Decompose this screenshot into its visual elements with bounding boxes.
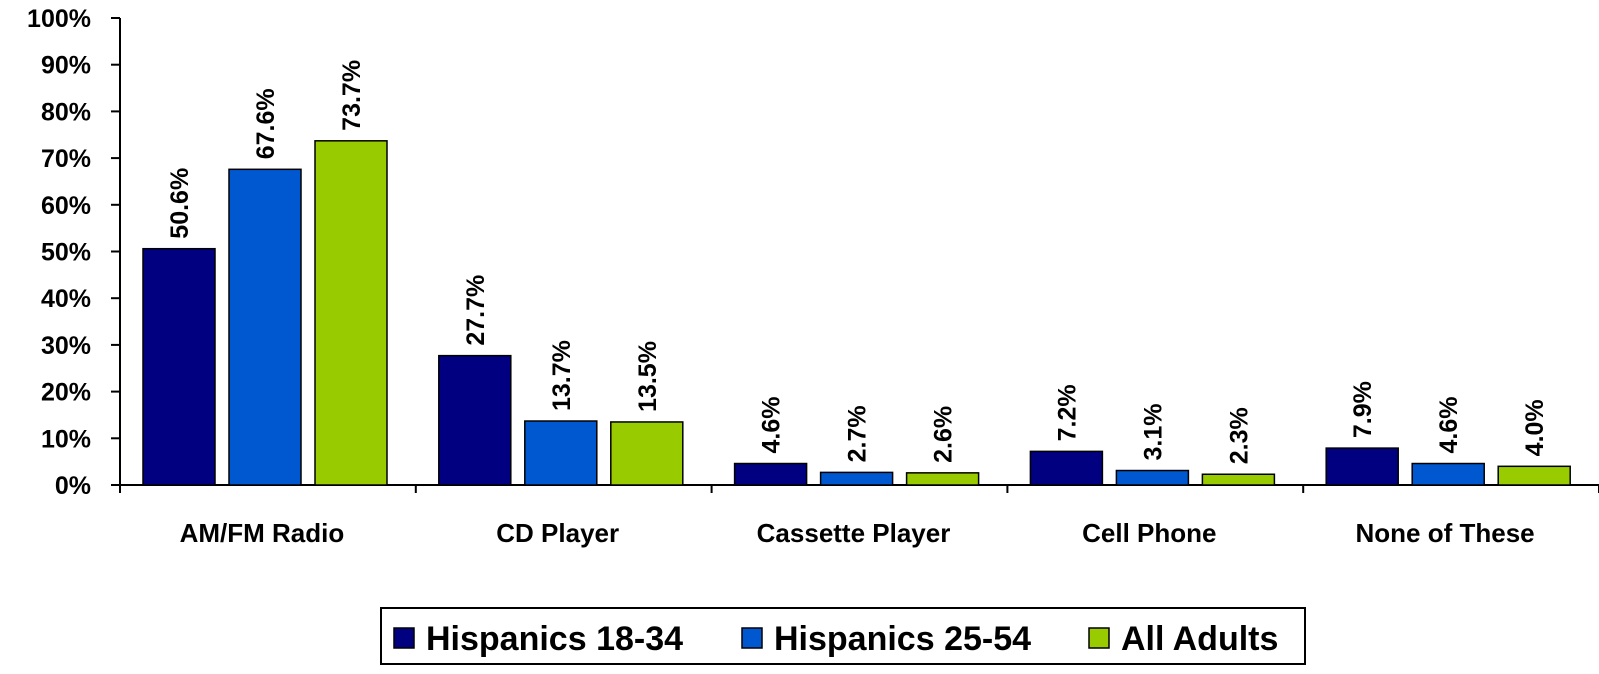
bar [314, 140, 388, 486]
y-tick-label: 30% [41, 332, 91, 360]
y-tick-label: 100% [27, 5, 91, 33]
bar [1411, 462, 1485, 486]
chart-legend: Hispanics 18-34 Hispanics 25-54 All Adults [380, 607, 1306, 665]
data-label: 4.6% [1435, 397, 1463, 454]
data-label: 67.6% [252, 88, 280, 159]
legend-swatch [741, 627, 763, 649]
legend-swatch [1088, 627, 1110, 649]
category-label: CD Player [496, 518, 619, 548]
bar [819, 471, 894, 486]
y-tick-label: 80% [41, 98, 91, 126]
legend-label: Hispanics 25-54 [774, 620, 1031, 658]
bar [228, 168, 302, 486]
data-label: 7.9% [1349, 381, 1377, 438]
data-label: 3.1% [1139, 404, 1167, 461]
data-label: 4.6% [758, 397, 786, 454]
y-tick-label: 90% [41, 52, 91, 80]
legend-label: All Adults [1121, 620, 1278, 658]
category-label: Cassette Player [757, 518, 951, 548]
data-label: 13.7% [548, 340, 576, 411]
chart-category-labels: AM/FM Radio CD Player Cassette Player Cell … [180, 518, 1535, 548]
data-label: 27.7% [462, 275, 490, 346]
y-tick-label: 20% [41, 379, 91, 407]
bar [1497, 465, 1571, 486]
legend-label: Hispanics 18-34 [426, 620, 683, 658]
legend-box [380, 607, 1306, 665]
category-label: AM/FM Radio [180, 518, 345, 548]
y-tick-label: 70% [41, 145, 91, 173]
data-label: 2.6% [930, 406, 958, 463]
y-tick-label: 10% [41, 425, 91, 453]
data-label: 13.5% [634, 341, 662, 412]
data-label: 4.0% [1521, 399, 1549, 456]
bar [1325, 447, 1399, 486]
y-tick-label: 0% [55, 472, 91, 500]
legend-swatch [393, 627, 415, 649]
y-tick-label: 40% [41, 285, 91, 313]
bar [905, 472, 980, 486]
bar [1115, 469, 1190, 486]
chart-data-labels: 50.6% 67.6% 73.7% 27.7% 13.7% 13.5% 4.6% 2.7% 2.… [166, 60, 1549, 464]
bar [1029, 450, 1104, 486]
y-tick-label: 60% [41, 192, 91, 220]
data-label: 2.7% [844, 405, 872, 462]
bar [610, 421, 684, 486]
chart-axes: 0% 10% 20% 30% 40% 50% 60% 70% 80% 90% 100% [27, 5, 1599, 500]
bar [142, 247, 216, 486]
data-label: 73.7% [338, 60, 366, 131]
y-tick-label: 50% [41, 239, 91, 267]
bar [524, 420, 598, 486]
data-label: 50.6% [166, 168, 194, 239]
chart-bars [142, 140, 1571, 486]
data-label: 2.3% [1225, 407, 1253, 464]
bar [1201, 473, 1276, 486]
category-label: Cell Phone [1082, 518, 1216, 548]
data-label: 7.2% [1053, 384, 1081, 441]
bar [733, 462, 808, 486]
category-label: None of These [1356, 518, 1535, 548]
bar [438, 354, 512, 486]
